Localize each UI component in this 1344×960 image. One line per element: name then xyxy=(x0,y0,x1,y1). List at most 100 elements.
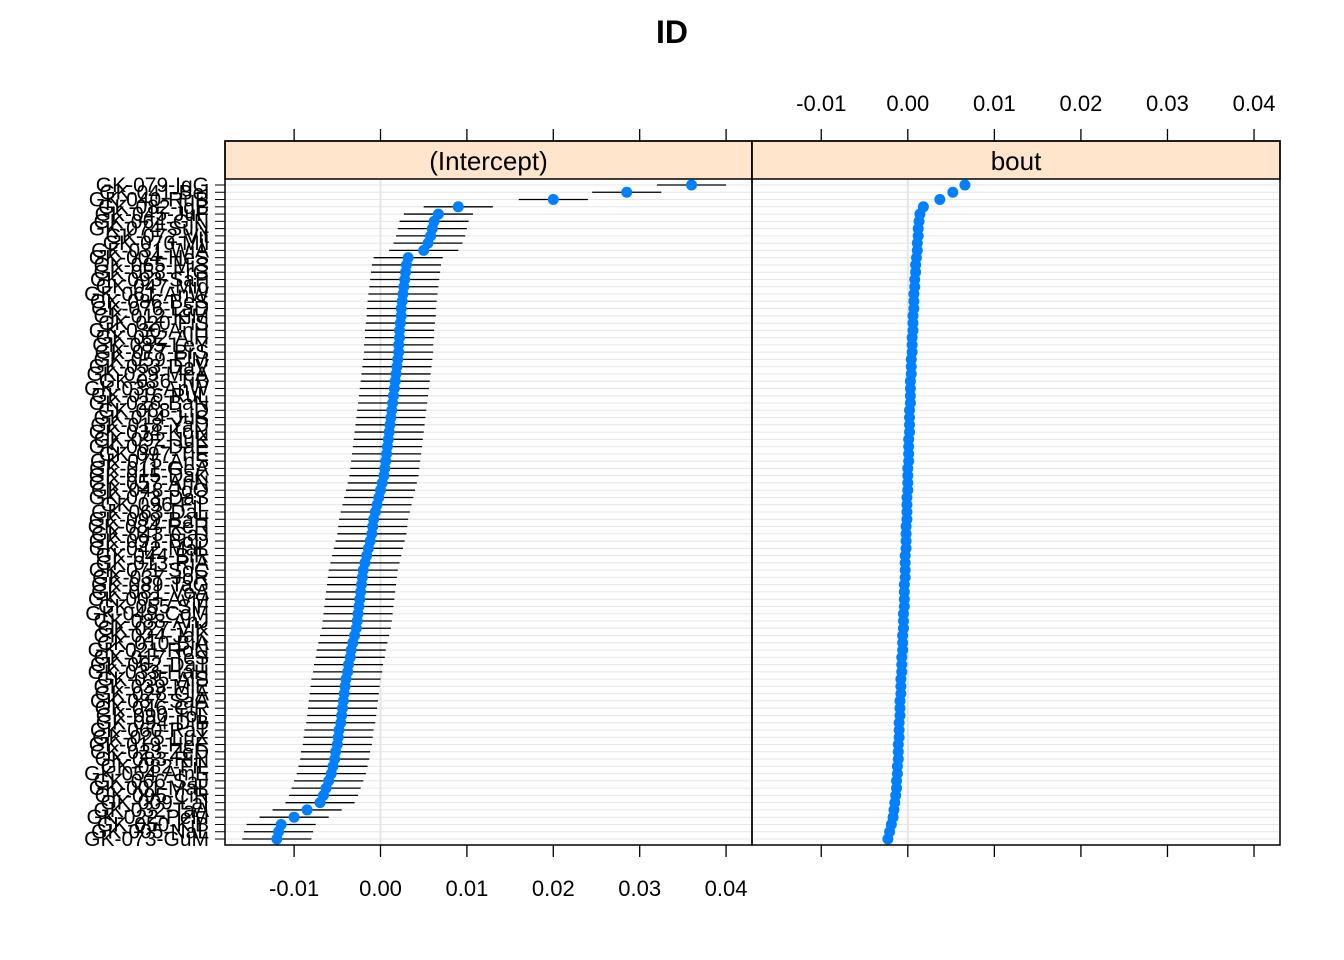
x-tick-label: -0.01 xyxy=(796,91,846,116)
y-tick-label: GK-090-ToL xyxy=(96,704,209,727)
y-tick-label: GK-058-FrG xyxy=(93,261,209,284)
panel-frame-intercept xyxy=(224,140,753,846)
y-tick-label: GK-073-DaS xyxy=(89,486,209,509)
data-point xyxy=(301,804,313,816)
x-tick-label: 0.02 xyxy=(1060,91,1103,116)
y-tick-label: GK-087-SaA xyxy=(90,690,209,713)
y-tick-label: GK-068-LiD xyxy=(98,399,209,422)
panel-strip-label-intercept: (Intercept) xyxy=(429,146,548,176)
y-tick-label: GK-099-BaH xyxy=(89,508,209,531)
y-tick-label: GK-029-MeA xyxy=(86,363,209,386)
y-tick-label: GK-093-SaP xyxy=(90,268,209,291)
panel-intercept: (Intercept) xyxy=(224,140,753,846)
x-tick-label: 0.04 xyxy=(705,876,748,901)
y-tick-label: GK-020-FiS xyxy=(98,312,209,335)
data-point xyxy=(288,811,300,823)
data-point xyxy=(271,833,283,845)
y-tick-label: GK-065-MiS xyxy=(93,254,209,277)
y-tick-label: GK-055-SiF xyxy=(98,595,209,618)
y-tick-label: GK-064-GiN xyxy=(93,210,209,233)
y-tick-label: GK-041-Bel xyxy=(99,181,209,204)
y-tick-label: GK-089-TaG xyxy=(91,574,209,597)
y-tick-label: GK-010-BiA xyxy=(97,632,209,655)
y-tick-label: GK-075-AnS xyxy=(90,450,209,473)
y-tick-label: GK-079-IgG xyxy=(96,174,209,197)
y-tick-label: GK-017-TeS xyxy=(93,646,209,669)
data-point xyxy=(314,797,326,809)
x-tick-label: -0.01 xyxy=(269,876,319,901)
y-tick-label: GK-022-PeM xyxy=(86,806,209,829)
data-point xyxy=(686,179,698,191)
y-tick-label: GK-052-AiH xyxy=(96,327,209,350)
panel-points-intercept xyxy=(271,179,698,845)
data-point xyxy=(934,194,946,206)
y-tick-label: GK-085-LeY xyxy=(92,334,209,357)
x-tick-label: 0.00 xyxy=(359,876,402,901)
x-axis-bottom: -0.01 0.00 0.01 0.02 0.03 0.04 xyxy=(269,129,747,901)
y-tick-label: GK-097-TiE xyxy=(99,443,209,466)
y-tick-label: GK-054-AmE xyxy=(84,763,209,786)
y-tick-label: GK-096-FiL xyxy=(100,494,209,517)
y-tick-label: GK-013-RiA xyxy=(96,552,209,575)
y-tick-label: GK-012-KiM xyxy=(93,305,209,328)
y-tick-label: GK-049-CoM xyxy=(85,603,209,626)
y-tick-label: GK-076-LaD xyxy=(91,298,209,321)
y-tick-label: GK-001-MaL xyxy=(89,777,209,800)
y-tick-label: GK-033-HaH xyxy=(88,661,209,684)
y-tick-label: GK-083-RiN xyxy=(95,748,209,771)
y-tick-label: GK-003-AvM xyxy=(88,588,209,611)
y-tick-label: GK-031-WiA xyxy=(91,239,209,262)
y-tick-label: GK-044-BiR xyxy=(96,545,209,568)
y-tick-label: GK-061-AnW xyxy=(84,283,209,306)
y-tick-label: GK-005-NaL xyxy=(91,821,209,844)
y-tick-label: GK-045-JuF xyxy=(95,203,209,226)
y-tick-label: GK-035-AlS xyxy=(97,668,209,691)
y-tick-label: GK-074-SuN xyxy=(89,218,209,241)
y-tick-label: GK-062-DaT xyxy=(90,654,209,677)
y-tick-label: GK-070-Mil xyxy=(103,232,209,255)
y-tick-label: GK-014-JuS xyxy=(93,407,209,430)
panel-frame-bout xyxy=(751,140,1281,846)
y-tick-label: GK-071-SoC xyxy=(89,559,209,582)
panel-gridlines-bout xyxy=(753,180,1279,844)
y-tick-label: GK-024-JaK xyxy=(93,625,209,648)
y-tick-label: GK-092-JuK xyxy=(93,428,209,451)
y-tick-label: GK-034-KoN xyxy=(89,421,209,444)
y-tick-label: GK-025-LuX xyxy=(92,726,209,749)
x-tick-label: 0.04 xyxy=(1233,91,1276,116)
panel-strip-label-bout: bout xyxy=(991,146,1042,176)
data-point xyxy=(418,244,430,256)
y-tick-label: GK-086-BeS xyxy=(90,290,209,313)
y-tick-label: GK-088-AnJ xyxy=(93,610,209,633)
y-tick-label: GK-047-Mid xyxy=(96,276,209,299)
y-tick-label: GK-043-GaJ xyxy=(91,523,209,546)
y-tick-label: GK-091-BoD xyxy=(89,530,209,553)
data-point xyxy=(452,201,464,213)
y-tick-label: GK-011-GeA xyxy=(89,457,209,480)
y-tick-label: GK-015-DaK xyxy=(89,465,209,488)
x-tick-label: 0.00 xyxy=(886,91,929,116)
y-tick-label: GK-053-DaV xyxy=(89,356,209,379)
y-tick-label: GK-046-CiR xyxy=(95,697,209,720)
y-tick-label: GK-066-SaJ xyxy=(93,770,209,793)
chart-title: ID xyxy=(656,14,688,50)
panel-points-bout xyxy=(882,179,971,845)
y-axis-labels: GK-079-IgGGK-041-BelGK-040-RuBGK-082-IgB… xyxy=(84,174,225,851)
y-tick-label: GK-081-VeA xyxy=(91,581,209,604)
y-tick-label: GK-021-RoN xyxy=(88,639,209,662)
x-axis-top: -0.01 0.00 0.01 0.02 0.03 0.04 xyxy=(796,91,1275,857)
y-tick-label: GK-027-ViK xyxy=(97,617,209,640)
y-tick-label: GK-028-GiA xyxy=(95,683,209,706)
y-tick-label: GK-057-AnN xyxy=(89,472,209,495)
y-tick-label: GK-039-MiE xyxy=(93,675,209,698)
y-tick-label: GK-030-AnH xyxy=(89,319,209,342)
x-tick-label: 0.03 xyxy=(618,876,661,901)
y-tick-label: GK-019-HeE xyxy=(89,734,209,757)
y-tick-label: GK-072-Vit xyxy=(106,225,210,248)
y-tick-label: GK-094-DiB xyxy=(96,712,209,735)
data-point xyxy=(882,833,894,845)
y-tick-label: GK-016-RuL xyxy=(91,385,209,408)
y-tick-label: GK-073-GuM xyxy=(84,828,209,851)
y-tick-label: GK-095-CiR xyxy=(95,784,209,807)
